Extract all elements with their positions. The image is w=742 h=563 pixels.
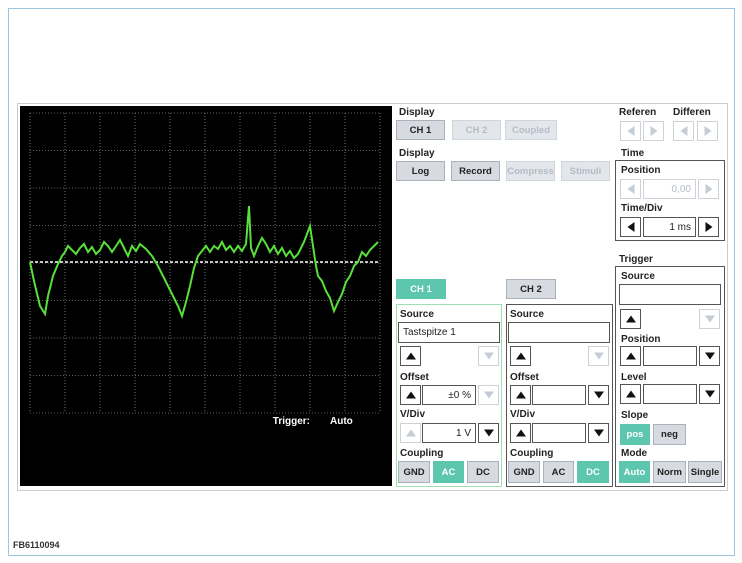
ch2-coupling-label: Coupling [510,448,554,459]
ch2-vdiv-down[interactable] [588,423,609,443]
trigger-label: Trigger: [273,416,310,427]
ch2-vdiv-label: V/Div [510,409,536,420]
difference-right[interactable] [697,121,718,141]
ch2-offset-down[interactable] [588,385,609,405]
trigger-box [615,266,725,487]
ch1-gnd-button[interactable]: GND [398,461,430,483]
ch1-vdiv-up[interactable] [400,423,421,443]
time-label: Time [621,148,645,159]
trigger-position-label: Position [621,334,661,345]
ch1-ac-button[interactable]: AC [433,461,464,483]
record-button[interactable]: Record [451,161,500,181]
ch1-coupling-label: Coupling [400,448,444,459]
trigger-label: Trigger [619,254,653,265]
trigger-level-down[interactable] [699,384,720,404]
ch2-vdiv-value[interactable] [532,423,586,443]
ch1-vdiv-down[interactable] [478,423,499,443]
reference-label: Referen [619,107,657,118]
ch2-offset-label: Offset [510,372,539,383]
trigger-position-value[interactable] [643,346,697,366]
ch1-display-button[interactable]: CH 1 [396,120,445,140]
scope-screen: Trigger: Auto [20,106,392,486]
difference-label: Differen [673,107,711,118]
reference-left[interactable] [620,121,641,141]
ch1-source-value[interactable]: Tastspitze 1 [398,322,500,343]
trigger-source-up[interactable] [620,309,641,329]
mode-norm-button[interactable]: Norm [653,461,686,483]
coupled-button[interactable]: Coupled [505,120,557,140]
log-button[interactable]: Log [396,161,445,181]
ch2-source-down[interactable] [588,346,609,366]
trigger-level-label: Level [621,372,647,383]
ch2-source-label: Source [510,309,544,320]
ch1-tab[interactable]: CH 1 [396,279,446,299]
ch1-source-down[interactable] [478,346,499,366]
time-position-label: Position [621,165,661,176]
panel [17,103,728,491]
scope-grid [29,112,381,414]
ch2-source-up[interactable] [510,346,531,366]
time-div-label: Time/Div [621,203,663,214]
ch1-vdiv-label: V/Div [400,409,426,420]
ch1-box [396,304,502,487]
slope-pos-button[interactable]: pos [620,424,650,445]
compress-button[interactable]: Compress [506,161,555,181]
footer-code: FB6110094 [13,540,60,550]
ch1-offset-down[interactable] [478,385,499,405]
difference-left[interactable] [673,121,694,141]
ch2-source-value[interactable] [508,322,610,343]
time-position-right[interactable] [698,179,719,199]
trigger-mode-label: Mode [621,448,648,459]
ch2-tab[interactable]: CH 2 [506,279,556,299]
ch1-offset-label: Offset [400,372,429,383]
mode-single-button[interactable]: Single [688,461,722,483]
ch1-offset-value[interactable]: ±0 % [422,385,476,405]
trigger-source-down[interactable] [699,309,720,329]
trigger-slope-label: Slope [621,410,649,421]
ch2-gnd-button[interactable]: GND [508,461,540,483]
time-position-value[interactable]: 0,00 [643,179,696,199]
ch2-ac-button[interactable]: AC [543,461,574,483]
ch1-vdiv-value[interactable]: 1 V [422,423,476,443]
ch1-dc-button[interactable]: DC [467,461,499,483]
reference-right[interactable] [643,121,664,141]
trigger-level-value[interactable] [643,384,697,404]
mode-auto-button[interactable]: Auto [619,461,650,483]
time-div-right[interactable] [698,217,719,237]
ch2-box [506,304,613,487]
time-box [615,160,725,241]
trigger-source-value[interactable] [619,284,721,305]
trigger-source-label: Source [621,271,655,282]
ch2-display-button[interactable]: CH 2 [452,120,501,140]
time-position-left[interactable] [620,179,641,199]
ch2-dc-button[interactable]: DC [577,461,609,483]
ch2-offset-value[interactable] [532,385,586,405]
ch2-vdiv-up[interactable] [510,423,531,443]
ch1-source-label: Source [400,309,434,320]
trigger-position-up[interactable] [620,346,641,366]
frame [8,8,735,556]
display-label: Display [399,107,435,118]
scope-background [20,106,392,486]
display-label: Display [399,148,435,159]
waveform [29,205,379,320]
ch2-offset-up[interactable] [510,385,531,405]
trigger-level-up[interactable] [620,384,641,404]
stimuli-button[interactable]: Stimuli [561,161,610,181]
slope-neg-button[interactable]: neg [653,424,686,445]
time-div-left[interactable] [620,217,641,237]
trigger-mode: Auto [330,416,353,427]
ch1-source-up[interactable] [400,346,421,366]
ch1-offset-up[interactable] [400,385,421,405]
time-div-value[interactable]: 1 ms [643,217,696,237]
trigger-position-down[interactable] [699,346,720,366]
